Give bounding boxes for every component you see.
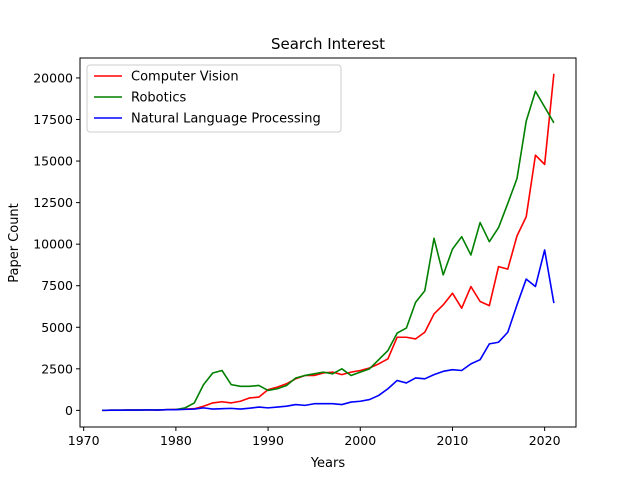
series-layer: [102, 73, 555, 412]
y-tick-label: 0: [65, 403, 73, 418]
x-tick-label: 2000: [344, 433, 376, 448]
legend: Computer Vision Robotics Natural Language …: [86, 64, 342, 133]
series-line-2: [102, 249, 555, 412]
y-tick-label: 7500: [41, 278, 73, 293]
legend-box: [86, 64, 342, 133]
y-tick-label: 17500: [33, 112, 73, 127]
x-tick-label: 1990: [252, 433, 284, 448]
y-tick-label: 5000: [41, 320, 73, 335]
legend-label-1: Robotics: [131, 91, 186, 106]
x-axis: 1970 1980 1990 2000 2010 2020: [68, 427, 561, 448]
y-axis-label: Paper Count: [7, 203, 22, 283]
y-tick-label: 2500: [41, 361, 73, 376]
plot-area-frame: [79, 57, 577, 428]
legend-label-2: Natural Language Processing: [131, 112, 321, 127]
y-axis: 0 2500 5000 7500 10000 12500 15000 17500 20000: [33, 70, 80, 418]
y-tick-label: 10000: [33, 237, 73, 252]
y-tick-label: 15000: [33, 154, 73, 169]
x-tick-label: 1970: [68, 433, 100, 448]
chart-title: Search Interest: [271, 35, 385, 53]
legend-label-0: Computer Vision: [131, 70, 239, 85]
x-axis-label: Years: [310, 456, 346, 471]
x-tick-label: 1980: [160, 433, 192, 448]
y-tick-label: 20000: [33, 70, 73, 85]
y-tick-label: 12500: [33, 195, 73, 210]
x-tick-label: 2020: [529, 433, 561, 448]
x-tick-label: 2010: [437, 433, 469, 448]
